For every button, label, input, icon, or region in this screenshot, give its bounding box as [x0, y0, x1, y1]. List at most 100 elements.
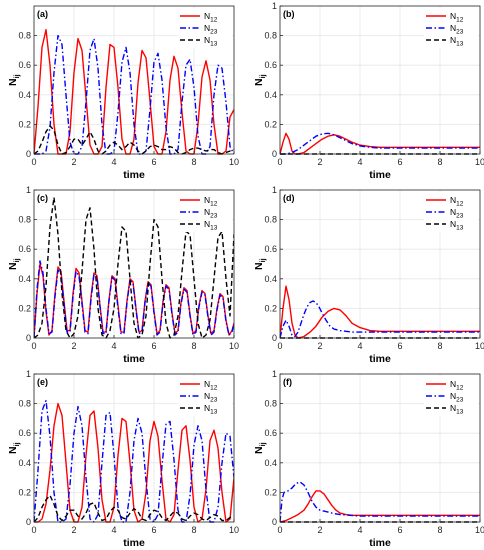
legend-label-main: N	[204, 403, 210, 413]
y-tick-label: 0.6	[18, 244, 31, 254]
legend-label-N23: N23	[204, 391, 218, 404]
legend-label-main: N	[450, 23, 456, 33]
legend-label-main: N	[450, 35, 456, 45]
x-tick-label: 8	[437, 525, 442, 535]
y-tick-label: 0.2	[18, 487, 31, 497]
y-tick-label: 1	[272, 369, 277, 379]
x-tick-label: 0	[31, 525, 36, 535]
y-axis-label-main: N	[253, 78, 265, 86]
legend-label-subscript: 23	[210, 397, 218, 404]
x-tick-label: 6	[151, 341, 156, 351]
panel-label: (b)	[283, 9, 295, 19]
legend-label-N13: N13	[450, 35, 464, 48]
legend-label-N12: N12	[204, 195, 218, 208]
legend-box	[178, 8, 232, 48]
x-tick-label: 6	[397, 157, 402, 167]
legend-label-N23: N23	[204, 23, 218, 36]
legend-label-subscript: 23	[456, 213, 464, 220]
legend-label-main: N	[204, 11, 210, 21]
x-axis-label: time	[123, 537, 145, 549]
legend-label-N13: N13	[450, 219, 464, 232]
x-tick-label: 4	[111, 341, 116, 351]
legend-label-subscript: 23	[210, 29, 218, 36]
x-tick-label: 2	[71, 341, 76, 351]
y-tick-label: 0	[272, 149, 277, 159]
legend-label-main: N	[204, 35, 210, 45]
legend-label-main: N	[450, 11, 456, 21]
legend-label-subscript: 13	[456, 409, 464, 416]
y-axis-label-main: N	[7, 446, 19, 454]
x-tick-label: 8	[191, 525, 196, 535]
legend-label-N23: N23	[450, 23, 464, 36]
legend-label-subscript: 12	[210, 201, 218, 208]
y-tick-label: 0	[272, 517, 277, 527]
series-line-N12	[34, 402, 234, 523]
y-tick-label: 0.4	[264, 274, 277, 284]
legend-label-N13: N13	[450, 403, 464, 416]
y-tick-label: 0	[26, 149, 31, 159]
series-line-N23	[280, 132, 480, 155]
x-tick-label: 10	[475, 157, 484, 167]
axes-box	[33, 373, 235, 523]
axes-box	[279, 373, 481, 523]
y-axis-label-subscript: ij	[258, 74, 267, 78]
y-tick-label: 0.2	[264, 487, 277, 497]
panel-label: (a)	[37, 9, 48, 19]
x-axis-label: time	[369, 169, 391, 181]
legend-label-main: N	[204, 391, 210, 401]
legend-label-main: N	[450, 195, 456, 205]
series-line-N13	[34, 196, 234, 339]
y-axis-label-subscript: ij	[12, 258, 21, 262]
y-tick-label: 0.8	[18, 399, 31, 409]
y-tick-label: 0.4	[18, 458, 31, 468]
x-tick-label: 4	[357, 525, 362, 535]
x-tick-label: 0	[277, 157, 282, 167]
x-axis-label: time	[123, 353, 145, 365]
y-tick-label: 0.2	[18, 303, 31, 313]
y-tick-label: 0.8	[18, 215, 31, 225]
y-tick-label: 0.4	[18, 90, 31, 100]
x-tick-label: 8	[191, 157, 196, 167]
axes-box	[279, 5, 481, 155]
legend-label-N12: N12	[204, 379, 218, 392]
y-tick-label: 0.6	[18, 428, 31, 438]
x-tick-label: 10	[229, 525, 239, 535]
x-tick-label: 0	[31, 341, 36, 351]
x-tick-label: 0	[277, 341, 282, 351]
x-axis-label: time	[369, 537, 391, 549]
y-tick-label: 0.6	[264, 244, 277, 254]
legend-label-main: N	[204, 379, 210, 389]
axes-box	[33, 189, 235, 339]
legend-label-main: N	[204, 207, 210, 217]
x-tick-label: 10	[475, 525, 484, 535]
legend-label-main: N	[204, 195, 210, 205]
x-tick-label: 2	[317, 341, 322, 351]
legend-label-subscript: 13	[456, 225, 464, 232]
x-tick-label: 10	[475, 341, 484, 351]
legend-label-subscript: 23	[456, 29, 464, 36]
x-tick-label: 4	[357, 157, 362, 167]
y-axis-label-main: N	[7, 78, 19, 86]
series-line-N23	[34, 260, 234, 339]
y-axis-label-subscript: ij	[258, 258, 267, 262]
legend-label-main: N	[450, 379, 456, 389]
y-tick-label: 0.6	[264, 428, 277, 438]
series-line-N23	[34, 34, 234, 155]
y-axis-label: Nij	[253, 442, 267, 454]
legend-label-subscript: 12	[210, 17, 218, 24]
y-tick-label: 0.6	[264, 60, 277, 70]
legend-label-main: N	[450, 403, 456, 413]
series-line-N23	[280, 300, 480, 339]
legend-box	[424, 8, 478, 48]
x-tick-label: 6	[397, 525, 402, 535]
y-axis-label: Nij	[253, 74, 267, 86]
x-tick-label: 2	[71, 525, 76, 535]
y-axis-label-main: N	[7, 262, 19, 270]
x-tick-label: 8	[437, 157, 442, 167]
